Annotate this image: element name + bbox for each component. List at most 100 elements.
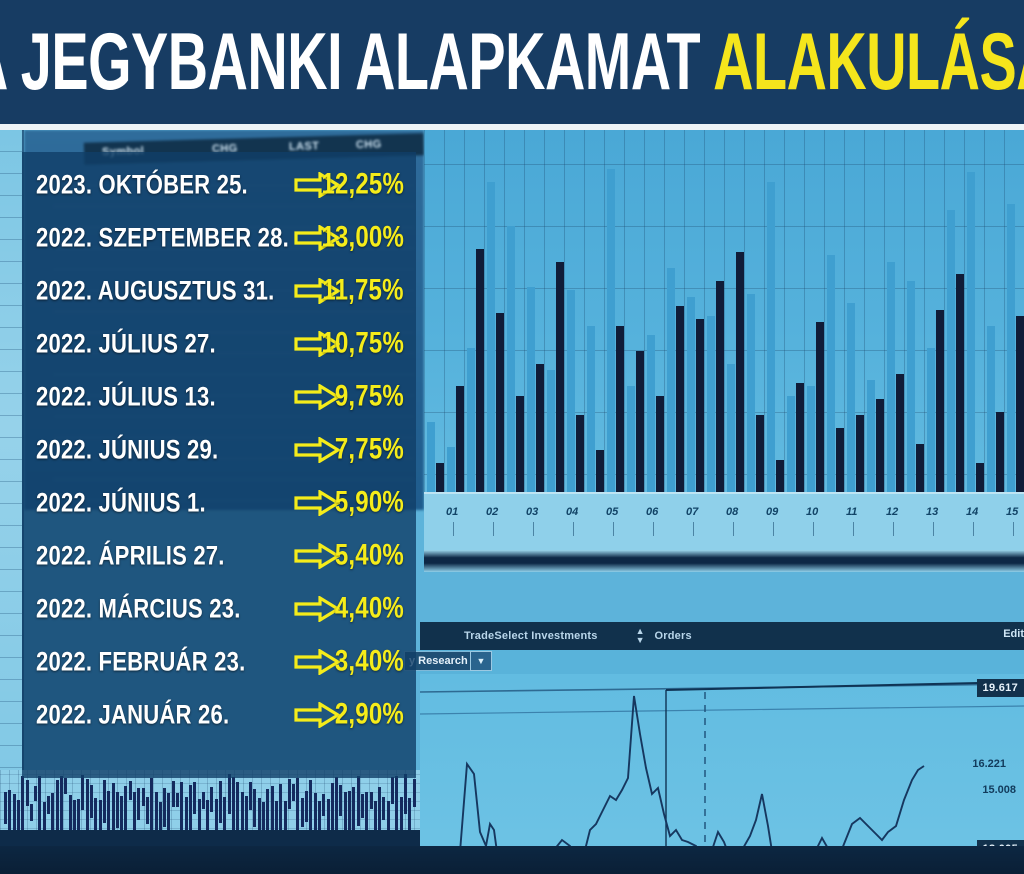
grid-line-vertical [964, 130, 965, 492]
candle [236, 782, 240, 833]
strip-row [0, 130, 22, 152]
grid-line-vertical [984, 130, 985, 492]
header-divider [0, 124, 1024, 130]
candle [240, 791, 244, 862]
candle [158, 801, 162, 832]
bar-dark [676, 306, 684, 492]
candle [201, 791, 205, 810]
grid-line-vertical [764, 130, 765, 492]
candle [4, 791, 7, 825]
grid-line-vertical [644, 130, 645, 492]
rate-row-value: 5,90% [334, 485, 404, 519]
bar-dark [576, 415, 584, 492]
bar-dark [496, 313, 504, 492]
candle [326, 798, 330, 834]
rate-row: 2022. JÚNIUS 1. 5,90% [22, 476, 416, 529]
bar-dark [916, 444, 924, 492]
candle [98, 800, 102, 849]
bar-light [647, 335, 655, 492]
candle [34, 785, 38, 802]
grid-line-vertical [684, 130, 685, 492]
rate-row-date: 2022. MÁRCIUS 23. [36, 592, 241, 624]
strip-row [0, 680, 22, 702]
candle [171, 780, 175, 807]
grid-line-vertical [944, 130, 945, 492]
rate-row-value: 2,90% [334, 697, 404, 731]
grid-line-horizontal [424, 226, 1024, 227]
page-title-main: A JEGYBANKI ALAPKAMAT [0, 16, 701, 107]
bar-light [947, 210, 955, 492]
rate-row: 2023. OKTÓBER 25. 12,25% [22, 158, 416, 211]
bar-light [667, 268, 675, 492]
right-arrow-icon [294, 330, 340, 357]
candle [29, 803, 33, 822]
bar-dark [536, 364, 544, 492]
candle [94, 797, 98, 832]
bar-dark [976, 463, 984, 492]
strip-row [0, 702, 22, 724]
grid-line-vertical [484, 130, 485, 492]
x-axis-tick-label: 03 [526, 506, 539, 518]
grid-line-vertical [824, 130, 825, 492]
right-arrow-icon [294, 542, 340, 569]
bar-dark [616, 326, 624, 492]
candle [128, 781, 132, 801]
candle [90, 785, 93, 819]
bar-light [887, 262, 895, 492]
x-axis-tick [773, 522, 774, 536]
strip-row [0, 284, 22, 306]
candle [38, 776, 42, 832]
page-title-accent: ALAKULÁSA [713, 16, 1024, 107]
candle [51, 792, 55, 838]
bar-dark [716, 281, 724, 492]
line-chart: 19.617 16.221 15.008 13.005 7.889 7.223 … [420, 674, 1024, 874]
bar-light [847, 303, 855, 492]
candle [343, 792, 347, 836]
toolbar-edit-button[interactable]: Edit [1003, 628, 1024, 640]
candle [287, 779, 291, 809]
bar-chart [424, 130, 1024, 492]
candle [257, 797, 261, 843]
candle [176, 792, 179, 807]
grid-line-horizontal [424, 164, 1024, 165]
bar-dark [956, 274, 964, 492]
x-axis-tick-label: 11 [846, 506, 858, 518]
rate-row: 2022. JÚLIUS 27. 10,75% [22, 317, 416, 370]
bar-dark [556, 262, 564, 492]
rate-row-date: 2022. SZEPTEMBER 28. [36, 221, 289, 253]
candle [352, 787, 356, 863]
bar-dark [816, 322, 824, 492]
bar-light [907, 281, 915, 492]
candle [150, 777, 154, 845]
grid-line-vertical [864, 130, 865, 492]
strip-row [0, 636, 22, 658]
bar-dark [736, 252, 744, 492]
chevron-down-icon[interactable]: ▼ [470, 651, 492, 671]
candle [292, 784, 296, 802]
grid-line-vertical [704, 130, 705, 492]
rate-row-value: 3,40% [334, 644, 404, 678]
candle [124, 785, 128, 836]
x-axis-tick-label: 07 [686, 506, 699, 518]
grid-line-vertical [884, 130, 885, 492]
candle [360, 793, 364, 818]
app-toolbar[interactable]: TradeSelect Investments ▲ ▼ Orders Edit [420, 622, 1024, 650]
x-axis-tick-label: 04 [566, 506, 579, 518]
sort-updown-icon[interactable]: ▲ ▼ [635, 626, 645, 645]
candle [231, 777, 235, 853]
bar-dark [476, 249, 484, 492]
candle [219, 780, 222, 823]
price-label-19617: 19.617 [976, 679, 1024, 697]
rate-row: 2022. ÁPRILIS 27. 5,40% [22, 529, 416, 582]
grid-line-horizontal [424, 412, 1024, 413]
rate-row-date: 2022. AUGUSZTUS 31. [36, 274, 275, 306]
right-arrow-icon [294, 701, 340, 728]
grid-line-vertical [904, 130, 905, 492]
candle [55, 780, 59, 850]
toolbar-orders-button[interactable]: Orders [654, 630, 692, 642]
strip-row [0, 416, 22, 438]
rate-row: 2022. JÚNIUS 29. 7,75% [22, 423, 416, 476]
x-axis-tick [453, 522, 454, 536]
grid-line-vertical [424, 130, 425, 492]
candle [107, 791, 111, 831]
